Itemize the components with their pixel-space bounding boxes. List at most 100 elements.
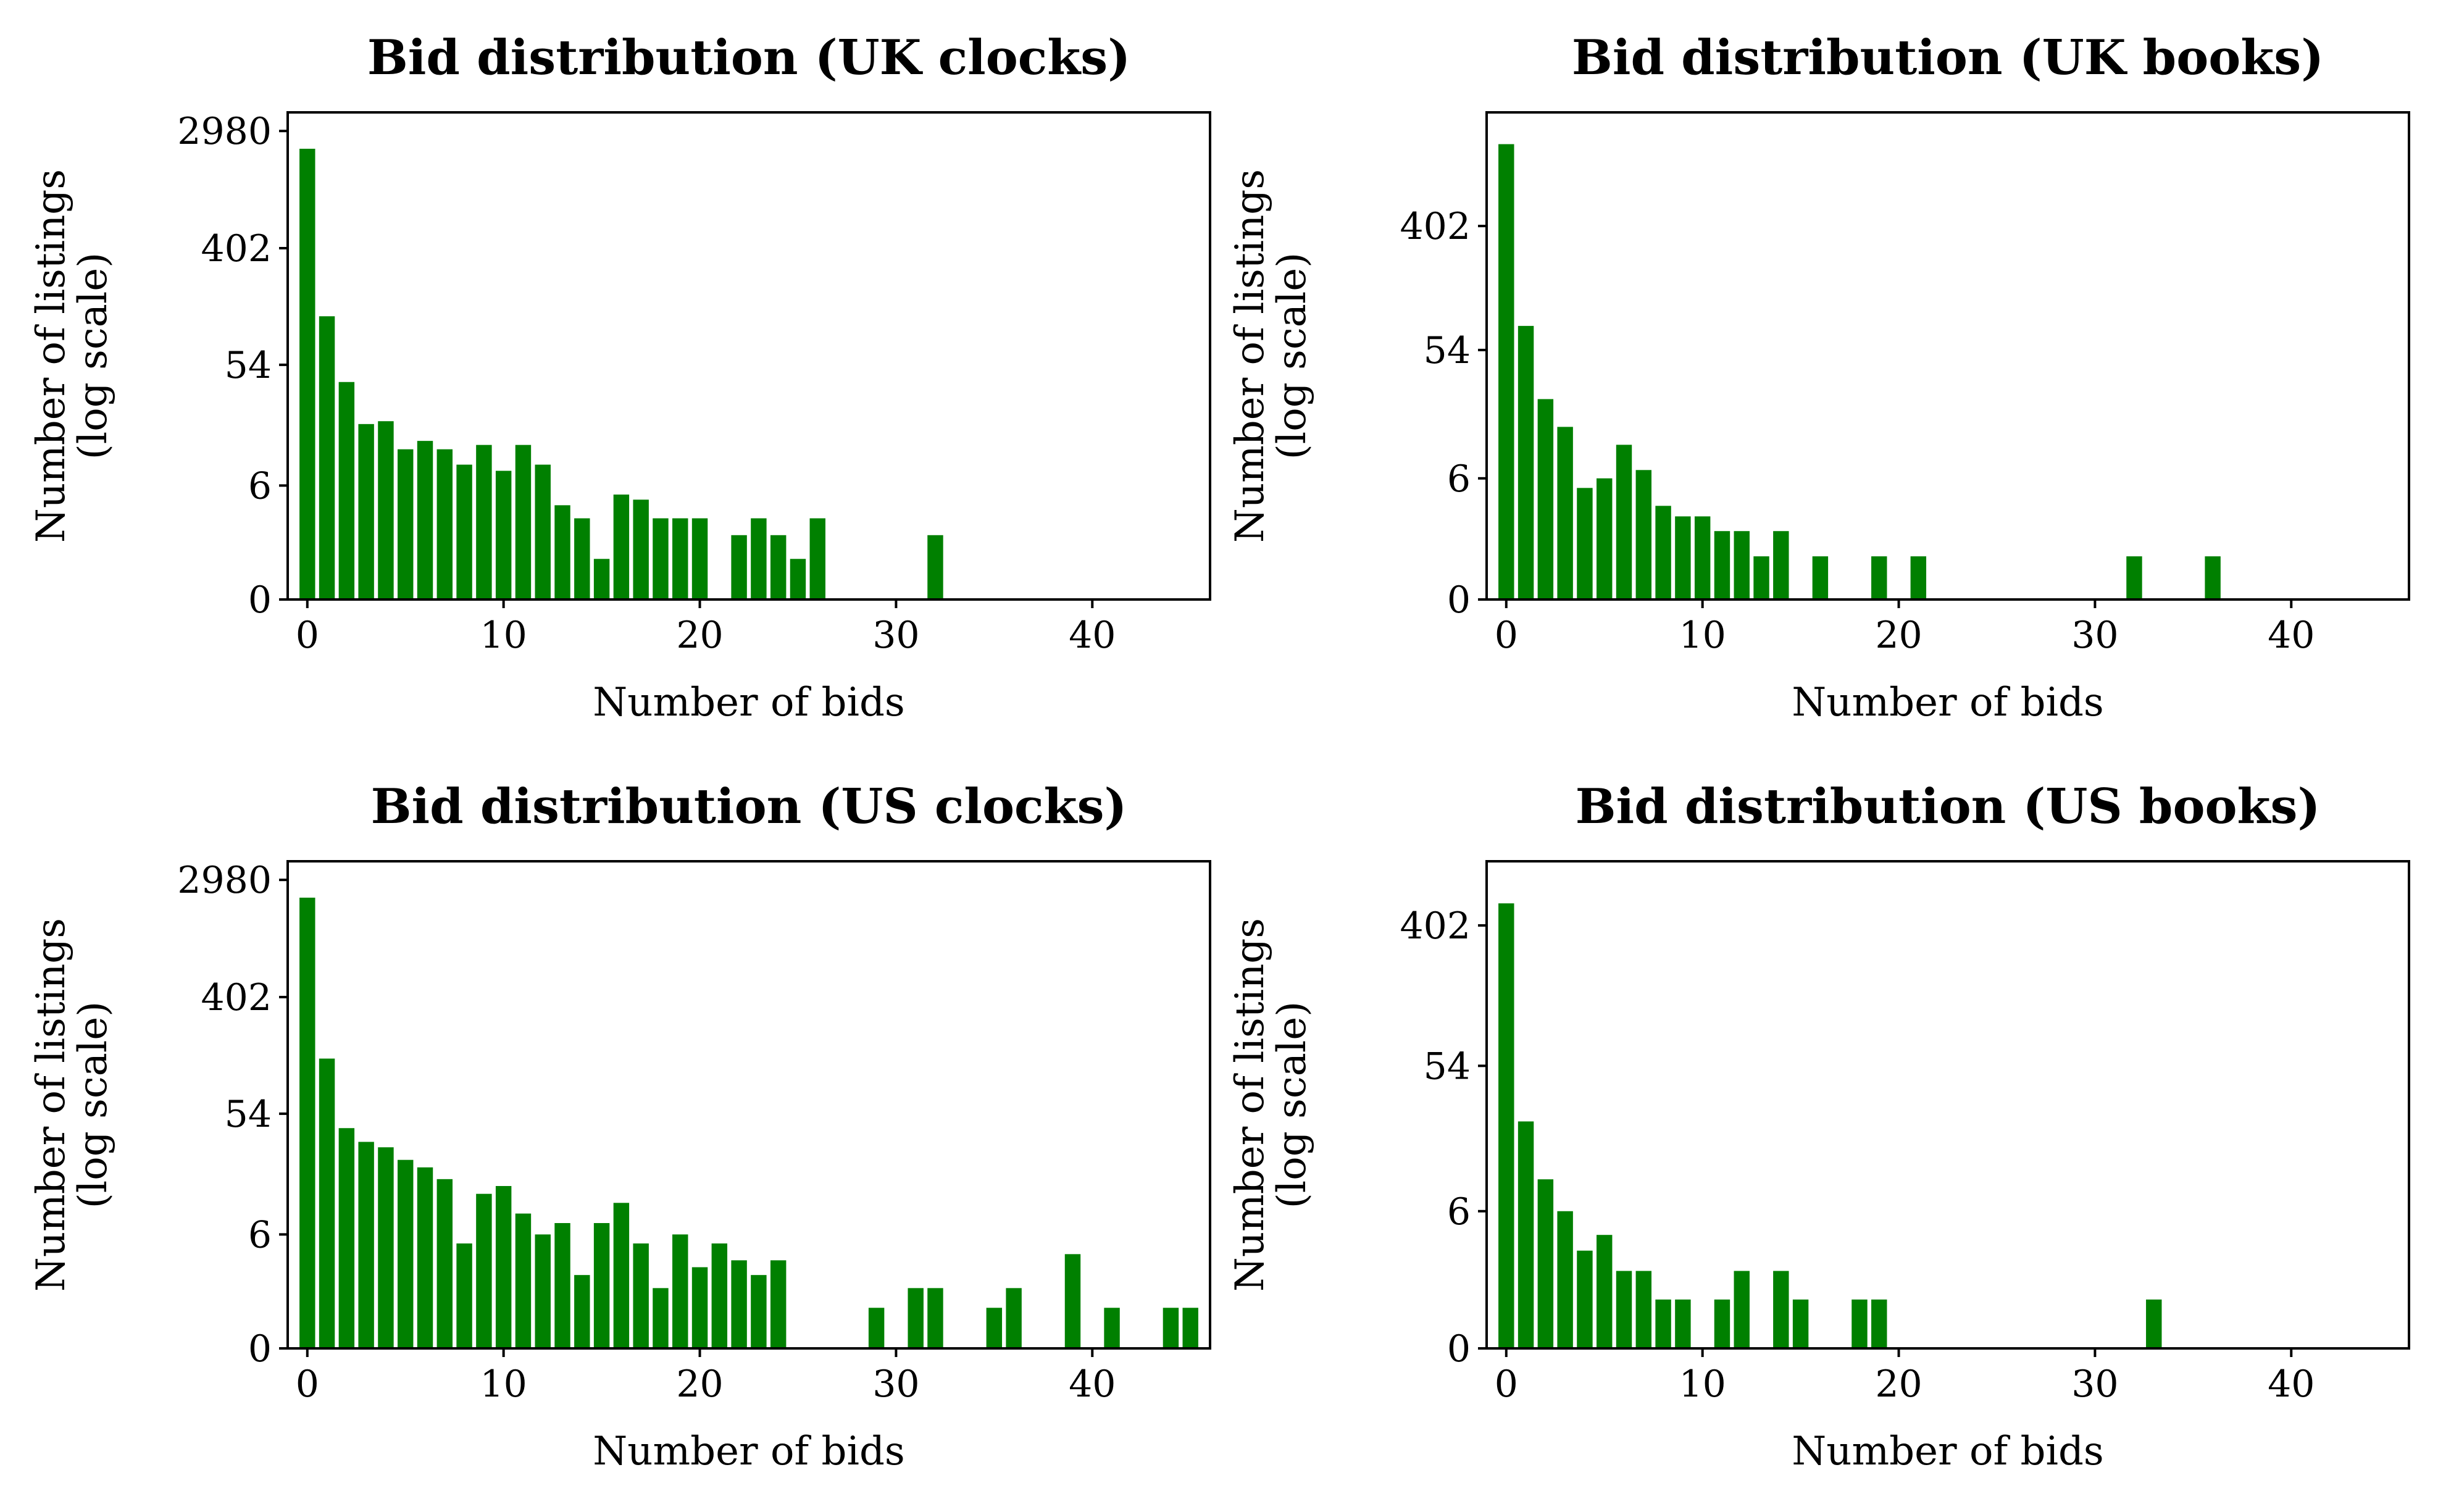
x-tick-label: 20 <box>1875 1363 1922 1406</box>
y-tick-label: 2980 <box>177 859 272 902</box>
y-axis-label: (log scale) <box>70 1001 116 1208</box>
axes-frame <box>286 860 1211 1350</box>
bar <box>790 559 806 599</box>
bar <box>2126 556 2142 599</box>
bar <box>417 441 433 599</box>
bar <box>1871 1299 1887 1348</box>
bar <box>535 464 551 599</box>
bar <box>1577 1250 1593 1348</box>
bar <box>691 1267 708 1348</box>
bar <box>515 1213 532 1348</box>
bar <box>2205 556 2221 599</box>
bar <box>672 518 688 599</box>
bar <box>672 1234 688 1348</box>
bar <box>1182 1308 1198 1348</box>
bar <box>1577 488 1593 599</box>
bar <box>319 1058 335 1348</box>
bar <box>398 1159 414 1348</box>
bar <box>633 499 649 599</box>
bar <box>495 470 512 599</box>
x-tick-label: 30 <box>2071 614 2118 657</box>
bar <box>2146 1299 2162 1348</box>
y-axis-label: Number of listings <box>1227 169 1273 543</box>
x-tick-label: 10 <box>1679 1363 1726 1406</box>
y-axis-label: (log scale) <box>1269 253 1315 459</box>
bar <box>1792 1299 1809 1348</box>
y-axis-label: (log scale) <box>70 253 116 459</box>
y-tick-label: 2980 <box>177 110 272 153</box>
bar <box>299 148 315 599</box>
chart-us-books: Bid distribution (US books) 0 10 20 30 40 0 6 54… <box>1227 779 2410 1474</box>
bar <box>613 1203 630 1348</box>
x-tick-label: 20 <box>676 614 723 657</box>
chart-us-clocks: Bid distribution (US clocks) 0 10 20 30 40 0 6 5… <box>28 779 1211 1474</box>
bar <box>299 897 315 1348</box>
bar <box>1635 470 1652 599</box>
chart-title: Bid distribution (UK clocks) <box>367 30 1130 86</box>
y-tick-label: 6 <box>1447 1190 1471 1234</box>
bar <box>1655 1299 1671 1348</box>
bar <box>1597 1235 1613 1348</box>
bar <box>535 1234 551 1348</box>
bar <box>927 1288 943 1348</box>
bar <box>554 1223 570 1348</box>
bar <box>1537 1179 1554 1348</box>
y-tick-label: 54 <box>1424 329 1471 372</box>
x-tick-label: 40 <box>1069 1363 1116 1406</box>
bar <box>338 382 355 599</box>
bar <box>1557 427 1573 599</box>
x-tick-label: 20 <box>676 1363 723 1406</box>
bar <box>613 495 630 599</box>
bar <box>417 1167 433 1348</box>
bar <box>593 559 610 599</box>
bar <box>456 464 472 599</box>
bar <box>554 505 570 599</box>
bar <box>436 1179 453 1348</box>
x-tick-label: 0 <box>296 1363 319 1406</box>
bar <box>1163 1308 1179 1348</box>
bar <box>574 1275 590 1348</box>
bar <box>1498 144 1514 600</box>
bar <box>1773 1271 1789 1348</box>
y-tick-label: 402 <box>201 976 272 1019</box>
bar <box>927 535 943 599</box>
y-axis-label: Number of listings <box>1227 918 1273 1292</box>
bar <box>1537 399 1554 599</box>
bar <box>436 449 453 599</box>
axes-frame <box>286 111 1211 601</box>
bar <box>378 1147 394 1348</box>
bar <box>358 424 374 599</box>
y-tick-label: 0 <box>248 1327 272 1371</box>
axes-frame <box>1485 860 2410 1350</box>
chart-uk-books: Bid distribution (UK books) 0 10 20 30 40 0 6 54… <box>1227 30 2410 725</box>
bar <box>1064 1254 1081 1348</box>
chart-uk-clocks: Bid distribution (UK clocks) 0 10 20 30 40 0 6 5… <box>28 30 1211 725</box>
bar <box>691 518 708 599</box>
bar <box>731 1260 747 1348</box>
bar <box>1616 445 1632 599</box>
y-tick-label: 54 <box>1424 1045 1471 1088</box>
bar <box>1714 531 1730 599</box>
bar <box>476 445 492 599</box>
bar <box>398 449 414 599</box>
x-tick-label: 40 <box>1069 614 1116 657</box>
bar <box>1851 1299 1868 1348</box>
bar <box>1616 1271 1632 1348</box>
bar <box>1557 1211 1573 1348</box>
bar <box>633 1243 649 1348</box>
bar <box>868 1308 885 1348</box>
bar <box>1597 478 1613 599</box>
bar <box>495 1186 512 1348</box>
bar <box>338 1128 355 1348</box>
x-tick-label: 0 <box>1495 614 1518 657</box>
bar <box>1655 506 1671 599</box>
bar <box>1104 1308 1120 1348</box>
x-axis-label: Number of bids <box>593 680 905 725</box>
bar <box>1498 903 1514 1348</box>
x-tick-label: 0 <box>296 614 319 657</box>
bar <box>751 518 767 599</box>
bar <box>1734 1271 1750 1348</box>
bar <box>809 518 825 599</box>
y-tick-label: 6 <box>248 1213 272 1256</box>
x-tick-label: 40 <box>2268 614 2315 657</box>
